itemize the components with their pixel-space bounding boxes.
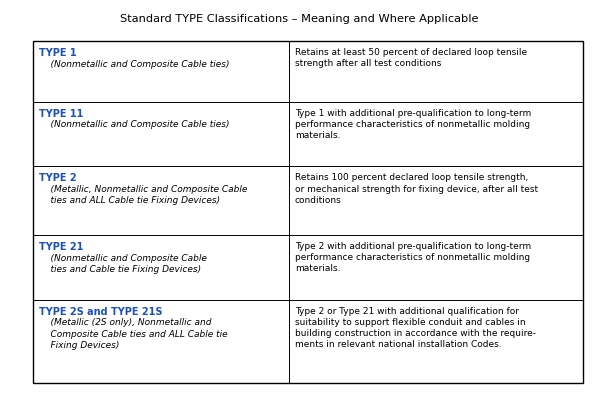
- Bar: [33, 41, 583, 383]
- Text: (Nonmetallic and Composite Cable ties): (Nonmetallic and Composite Cable ties): [39, 60, 230, 69]
- Text: Type 2 with additional pre-qualification to long-term
performance characteristic: Type 2 with additional pre-qualification…: [295, 242, 531, 274]
- Text: TYPE 11: TYPE 11: [39, 109, 83, 119]
- Text: (Metallic, Nonmetallic and Composite Cable
    ties and ALL Cable tie Fixing Dev: (Metallic, Nonmetallic and Composite Cab…: [39, 185, 247, 205]
- Text: Type 1 with additional pre-qualification to long-term
performance characteristic: Type 1 with additional pre-qualification…: [295, 109, 531, 140]
- Text: (Metallic (2S only), Nonmetallic and
    Composite Cable ties and ALL Cable tie
: (Metallic (2S only), Nonmetallic and Com…: [39, 318, 227, 350]
- Text: Retains 100 percent declared loop tensile strength,
or mechanical strength for f: Retains 100 percent declared loop tensil…: [295, 173, 538, 205]
- Text: TYPE 2: TYPE 2: [39, 173, 77, 184]
- Text: TYPE 2S and TYPE 21S: TYPE 2S and TYPE 21S: [39, 307, 163, 317]
- Text: Retains at least 50 percent of declared loop tensile
strength after all test con: Retains at least 50 percent of declared …: [295, 48, 527, 68]
- Text: (Nonmetallic and Composite Cable ties): (Nonmetallic and Composite Cable ties): [39, 120, 230, 129]
- Text: Standard TYPE Classifications – Meaning and Where Applicable: Standard TYPE Classifications – Meaning …: [120, 14, 478, 24]
- Text: TYPE 21: TYPE 21: [39, 242, 83, 252]
- Text: (Nonmetallic and Composite Cable
    ties and Cable tie Fixing Devices): (Nonmetallic and Composite Cable ties an…: [39, 254, 207, 274]
- Text: Type 2 or Type 21 with additional qualification for
suitability to support flexi: Type 2 or Type 21 with additional qualif…: [295, 307, 536, 349]
- Text: TYPE 1: TYPE 1: [39, 48, 77, 58]
